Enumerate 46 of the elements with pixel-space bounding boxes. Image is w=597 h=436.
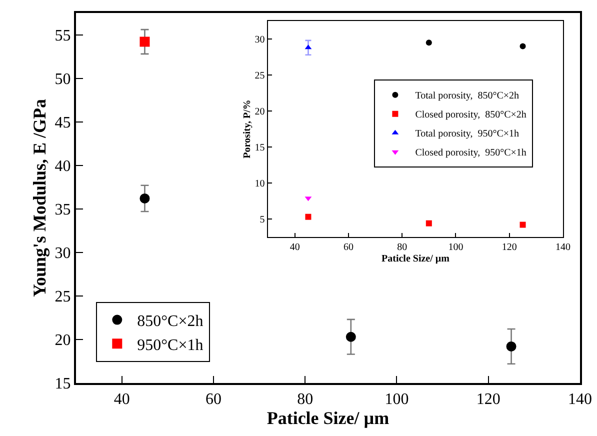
x-tick-label: 120 xyxy=(476,391,500,408)
y-tick-label: 50 xyxy=(54,70,71,88)
x-axis-title: Paticle Size/ µm xyxy=(266,408,390,428)
x-tick-label: 60 xyxy=(343,242,354,254)
x-tick-label: 100 xyxy=(448,242,464,254)
y-tick-label: 15 xyxy=(254,142,265,154)
x-tick-label: 60 xyxy=(205,391,222,408)
legend-label: Closed porosity, 950°C×1h xyxy=(415,148,526,159)
point xyxy=(506,341,516,352)
y-tick-label: 55 xyxy=(54,27,71,44)
y-tick-label: 35 xyxy=(54,201,71,218)
x-tick-label: 40 xyxy=(114,391,130,408)
legend-label: Total porosity, 950°C×1h xyxy=(415,128,520,140)
legend-label: Total porosity, 850°C×2h xyxy=(415,90,520,102)
x-tick-label: 80 xyxy=(397,242,408,254)
y-tick-label: 20 xyxy=(254,106,265,118)
legend-label: 950°C×1h xyxy=(137,336,204,354)
y-tick-label: 10 xyxy=(254,178,265,190)
point xyxy=(140,36,150,47)
point xyxy=(520,222,526,228)
legend-label: Closed porosity, 850°C×2h xyxy=(415,110,526,121)
y-tick-label: 30 xyxy=(254,34,265,46)
x-tick-label: 140 xyxy=(568,391,592,408)
y-tick-label: 40 xyxy=(54,158,71,175)
point xyxy=(305,214,312,220)
y-tick-label: 25 xyxy=(254,70,265,82)
x-tick-label: 140 xyxy=(556,242,570,254)
point xyxy=(426,40,432,46)
x-tick-label: 80 xyxy=(297,391,314,408)
x-tick-label: 100 xyxy=(384,391,409,408)
x-tick-label: 120 xyxy=(502,242,517,254)
point xyxy=(426,220,432,226)
y-axis-title: Young's Modulus, E /GPa xyxy=(30,98,50,298)
legend-label: 850°C×2h xyxy=(137,313,204,330)
y-tick-label: 45 xyxy=(54,114,71,132)
y-tick-label: 5 xyxy=(260,214,265,226)
y-tick-label: 20 xyxy=(54,332,71,350)
y-tick-label: 25 xyxy=(54,288,71,306)
point xyxy=(346,332,356,342)
y-axis-title: Porosity, P/% xyxy=(242,100,253,158)
point xyxy=(520,43,526,50)
y-tick-label: 30 xyxy=(54,245,71,262)
point xyxy=(140,193,150,204)
x-axis-title: Paticle Size/ µm xyxy=(382,254,450,265)
x-tick-label: 40 xyxy=(290,242,300,254)
y-tick-label: 15 xyxy=(54,376,71,393)
